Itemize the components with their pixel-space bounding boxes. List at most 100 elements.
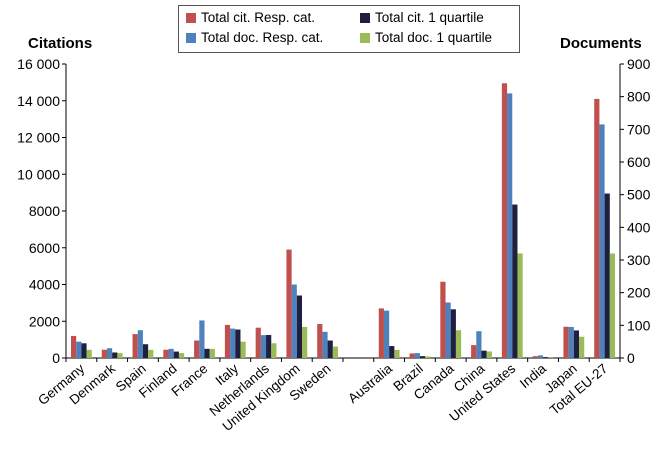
bar-australia-series-1 bbox=[383, 310, 390, 358]
bar-denmark-series-0 bbox=[101, 349, 107, 358]
left-tick-label: 14 000 bbox=[17, 93, 60, 109]
bar-sweden-series-1 bbox=[322, 331, 328, 358]
left-tick-label: 0 bbox=[52, 350, 60, 366]
bar-united-kingdom-series-0 bbox=[286, 249, 292, 358]
bar-total-eu-27-series-3 bbox=[609, 253, 616, 358]
bar-united-states-series-3 bbox=[517, 253, 523, 358]
bar-italy-series-2 bbox=[235, 329, 241, 358]
right-tick-label: 0 bbox=[627, 350, 635, 366]
right-tick-label: 600 bbox=[627, 154, 651, 170]
legend-swatch-red bbox=[186, 13, 196, 23]
legend-item-total-doc-1-quartile: Total doc. 1 quartile bbox=[360, 30, 492, 45]
legend-label: Total cit. Resp. cat. bbox=[201, 10, 316, 25]
bar-spain-series-0 bbox=[132, 334, 138, 358]
bar-china-series-1 bbox=[476, 331, 482, 358]
legend-label: Total cit. 1 quartile bbox=[375, 10, 484, 25]
bar-germany-series-1 bbox=[76, 341, 82, 358]
bar-india-series-3 bbox=[548, 357, 554, 358]
bar-finland-series-2 bbox=[173, 351, 179, 358]
bar-total-eu-27-series-1 bbox=[599, 124, 605, 358]
bar-brazil-series-2 bbox=[419, 356, 426, 358]
bar-netherlands-series-2 bbox=[266, 335, 272, 358]
bar-japan-series-0 bbox=[563, 326, 569, 358]
bar-united-kingdom-series-1 bbox=[291, 284, 297, 358]
bar-france-series-0 bbox=[194, 340, 200, 358]
bar-france-series-1 bbox=[199, 320, 205, 358]
left-tick-label: 4000 bbox=[29, 277, 60, 293]
bar-australia-series-3 bbox=[394, 349, 400, 358]
legend-item-total-cit-1-quartile: Total cit. 1 quartile bbox=[360, 10, 484, 25]
legend-swatch-blue bbox=[186, 33, 196, 43]
bar-finland-series-3 bbox=[178, 353, 185, 358]
right-tick-label: 500 bbox=[627, 187, 651, 203]
bar-finland-series-1 bbox=[168, 348, 174, 358]
bar-canada-series-1 bbox=[445, 302, 451, 358]
bar-denmark-series-2 bbox=[112, 352, 118, 358]
right-tick-label: 300 bbox=[627, 252, 651, 268]
right-tick-label: 800 bbox=[627, 89, 651, 105]
bar-united-states-series-1 bbox=[507, 93, 513, 359]
right-tick-label: 900 bbox=[627, 56, 651, 72]
bar-sweden-series-0 bbox=[317, 324, 323, 358]
bar-china-series-0 bbox=[471, 345, 477, 358]
left-axis-title: Citations bbox=[28, 35, 93, 52]
x-tick-label: Australia bbox=[345, 360, 395, 406]
legend-item-total-cit-resp-cat: Total cit. Resp. cat. bbox=[186, 10, 315, 25]
bar-china-series-3 bbox=[486, 351, 492, 358]
bar-denmark-series-1 bbox=[106, 348, 113, 358]
bar-united-states-series-2 bbox=[512, 204, 518, 358]
bar-italy-series-0 bbox=[224, 324, 231, 358]
bar-united-kingdom-series-2 bbox=[296, 295, 303, 358]
bar-spain-series-3 bbox=[148, 349, 154, 358]
bar-china-series-2 bbox=[481, 350, 487, 358]
bar-spain-series-2 bbox=[142, 344, 149, 358]
bar-netherlands-series-1 bbox=[260, 335, 267, 358]
left-tick-label: 6000 bbox=[29, 240, 60, 256]
bar-brazil-series-3 bbox=[425, 356, 431, 358]
bar-brazil-series-0 bbox=[409, 353, 415, 358]
right-tick-label: 100 bbox=[627, 317, 651, 333]
bar-canada-series-3 bbox=[455, 330, 462, 358]
right-tick-label: 200 bbox=[627, 285, 651, 301]
bar-india-series-2 bbox=[543, 357, 549, 358]
bar-netherlands-series-3 bbox=[271, 343, 277, 358]
bar-japan-series-3 bbox=[579, 336, 585, 358]
bar-france-series-3 bbox=[209, 348, 215, 358]
bar-italy-series-3 bbox=[240, 341, 246, 358]
bar-total-eu-27-series-2 bbox=[604, 193, 610, 358]
left-tick-label: 12 000 bbox=[17, 130, 60, 146]
left-tick-label: 8000 bbox=[29, 203, 60, 219]
bar-germany-series-2 bbox=[81, 343, 87, 358]
bar-france-series-2 bbox=[204, 348, 210, 358]
right-axis-title: Documents bbox=[560, 35, 642, 52]
bar-japan-series-2 bbox=[573, 330, 580, 358]
bar-finland-series-0 bbox=[163, 349, 169, 358]
bar-italy-series-1 bbox=[230, 328, 236, 358]
bar-india-series-1 bbox=[537, 355, 544, 358]
chart-legend: Total cit. Resp. cat. Total cit. 1 quart… bbox=[178, 5, 520, 53]
bar-australia-series-2 bbox=[389, 346, 395, 358]
bar-australia-series-0 bbox=[378, 308, 384, 358]
legend-item-total-doc-resp-cat: Total doc. Resp. cat. bbox=[186, 30, 323, 45]
bar-sweden-series-2 bbox=[327, 340, 333, 358]
right-tick-label: 400 bbox=[627, 219, 651, 235]
bar-japan-series-1 bbox=[568, 326, 574, 358]
bar-canada-series-2 bbox=[450, 309, 456, 358]
legend-swatch-green bbox=[360, 33, 370, 43]
left-tick-label: 16 000 bbox=[17, 56, 60, 72]
bar-germany-series-3 bbox=[86, 349, 92, 358]
legend-swatch-navy bbox=[360, 13, 370, 23]
bar-spain-series-1 bbox=[137, 330, 143, 358]
left-tick-label: 10 000 bbox=[17, 166, 60, 182]
bar-netherlands-series-0 bbox=[255, 327, 261, 358]
bar-denmark-series-3 bbox=[117, 353, 123, 358]
bar-united-kingdom-series-3 bbox=[302, 326, 308, 358]
bar-germany-series-0 bbox=[70, 335, 77, 358]
bar-canada-series-0 bbox=[440, 281, 446, 358]
right-tick-label: 700 bbox=[627, 121, 651, 137]
bar-india-series-0 bbox=[532, 356, 538, 358]
left-tick-label: 2000 bbox=[29, 313, 60, 329]
bar-sweden-series-3 bbox=[332, 346, 339, 358]
legend-label: Total doc. Resp. cat. bbox=[201, 30, 324, 45]
